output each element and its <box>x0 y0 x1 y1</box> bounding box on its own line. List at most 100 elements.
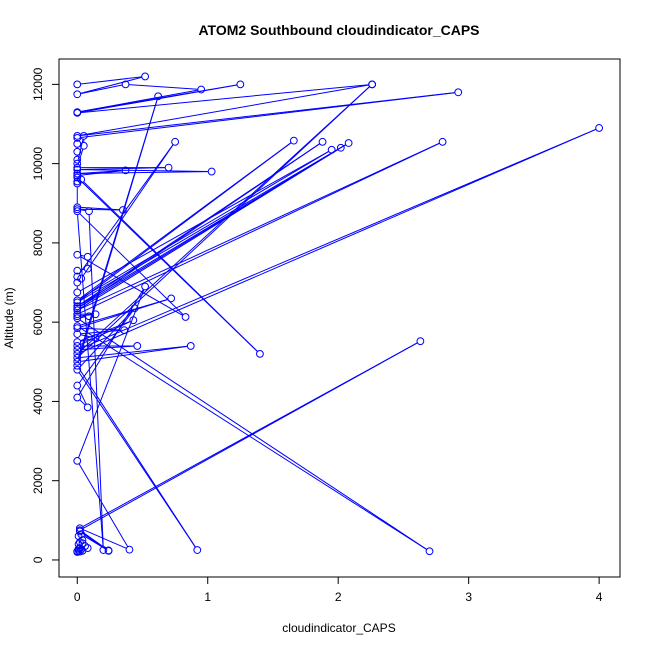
y-tick-label: 2000 <box>31 467 45 494</box>
data-point <box>73 381 82 390</box>
data-point <box>595 124 604 132</box>
data-point <box>73 314 82 323</box>
series-segment <box>80 345 188 358</box>
data-point <box>327 145 336 154</box>
data-point <box>73 203 82 212</box>
data-point <box>74 532 83 541</box>
data-point <box>73 177 82 186</box>
data-point <box>79 131 88 140</box>
series-segment <box>80 314 93 317</box>
data-point <box>186 342 195 350</box>
data-point <box>73 365 82 374</box>
data-point <box>83 252 92 261</box>
series-segment <box>88 214 104 547</box>
data-point <box>73 298 82 307</box>
y-axis: 0 2000 4000 6000 8000 10000 12000 <box>31 67 60 563</box>
data-point <box>318 137 327 146</box>
data-point <box>133 342 142 350</box>
series-points <box>73 72 604 556</box>
data-point <box>73 456 82 465</box>
data-point <box>207 167 216 176</box>
data-point <box>121 166 130 175</box>
series-segment <box>78 372 196 548</box>
series-segment <box>80 84 123 95</box>
data-point <box>73 361 82 370</box>
data-point <box>236 80 245 89</box>
data-point <box>425 547 434 556</box>
data-point <box>73 312 82 321</box>
series-segment <box>128 84 198 90</box>
series-segment <box>79 143 321 307</box>
data-point <box>73 250 82 259</box>
data-point <box>73 304 82 313</box>
data-point <box>73 296 82 305</box>
data-point <box>73 393 82 402</box>
data-point <box>73 147 82 156</box>
series-segment <box>79 151 330 300</box>
data-point <box>368 80 377 89</box>
series-segment <box>79 319 427 550</box>
chart-title: ATOM2 Southbound cloudindicator_CAPS <box>198 22 479 38</box>
y-tick-label: 12000 <box>31 67 45 101</box>
data-point <box>77 175 86 184</box>
data-point <box>73 330 82 338</box>
series-segment <box>82 144 174 277</box>
series-segment <box>80 209 86 212</box>
data-point <box>193 546 202 554</box>
data-point <box>83 264 92 273</box>
data-point <box>130 304 139 313</box>
series-segment <box>77 148 84 165</box>
series-segment <box>79 142 292 301</box>
series-segment <box>80 338 93 342</box>
data-point <box>125 545 134 554</box>
data-point <box>73 324 82 333</box>
data-point <box>344 139 353 147</box>
data-point <box>73 207 82 216</box>
series-segment <box>79 213 184 315</box>
data-point <box>73 288 82 297</box>
series-segment <box>80 128 597 353</box>
series-segment <box>82 529 127 549</box>
data-point <box>181 313 190 321</box>
data-point <box>164 163 173 172</box>
series-segment <box>79 310 133 368</box>
series-segment <box>80 345 188 362</box>
x-axis: 0 1 2 3 4 <box>74 576 603 604</box>
series-segment <box>80 142 440 310</box>
data-point <box>336 143 345 152</box>
series-segment <box>79 86 370 356</box>
data-point <box>73 165 82 174</box>
y-tick-label: 6000 <box>31 308 45 335</box>
data-point <box>73 80 82 89</box>
series-segment <box>78 289 144 395</box>
data-point <box>289 136 298 145</box>
series-segment <box>80 169 209 173</box>
series-segment <box>78 310 134 384</box>
series-segment <box>80 298 169 328</box>
series-segment <box>79 256 183 316</box>
y-tick-label: 8000 <box>31 229 45 256</box>
data-point <box>73 349 82 358</box>
data-point <box>73 159 82 168</box>
data-point <box>73 306 82 315</box>
data-point <box>77 530 86 539</box>
data-point <box>73 353 82 362</box>
series-segment <box>79 327 427 550</box>
data-point <box>73 342 82 350</box>
data-point <box>73 310 82 319</box>
data-point <box>73 90 82 99</box>
data-point <box>73 163 82 172</box>
data-point <box>74 546 83 555</box>
data-point <box>197 85 206 94</box>
data-point <box>73 357 82 366</box>
data-point <box>129 316 138 325</box>
data-point <box>77 274 86 283</box>
data-point <box>73 302 82 311</box>
series-segment <box>79 149 339 309</box>
data-point <box>104 546 113 555</box>
y-tick-label: 4000 <box>31 388 45 415</box>
x-tick-label: 4 <box>596 590 603 604</box>
x-axis-label: cloudindicator_CAPS <box>282 621 395 635</box>
data-point <box>167 294 176 303</box>
